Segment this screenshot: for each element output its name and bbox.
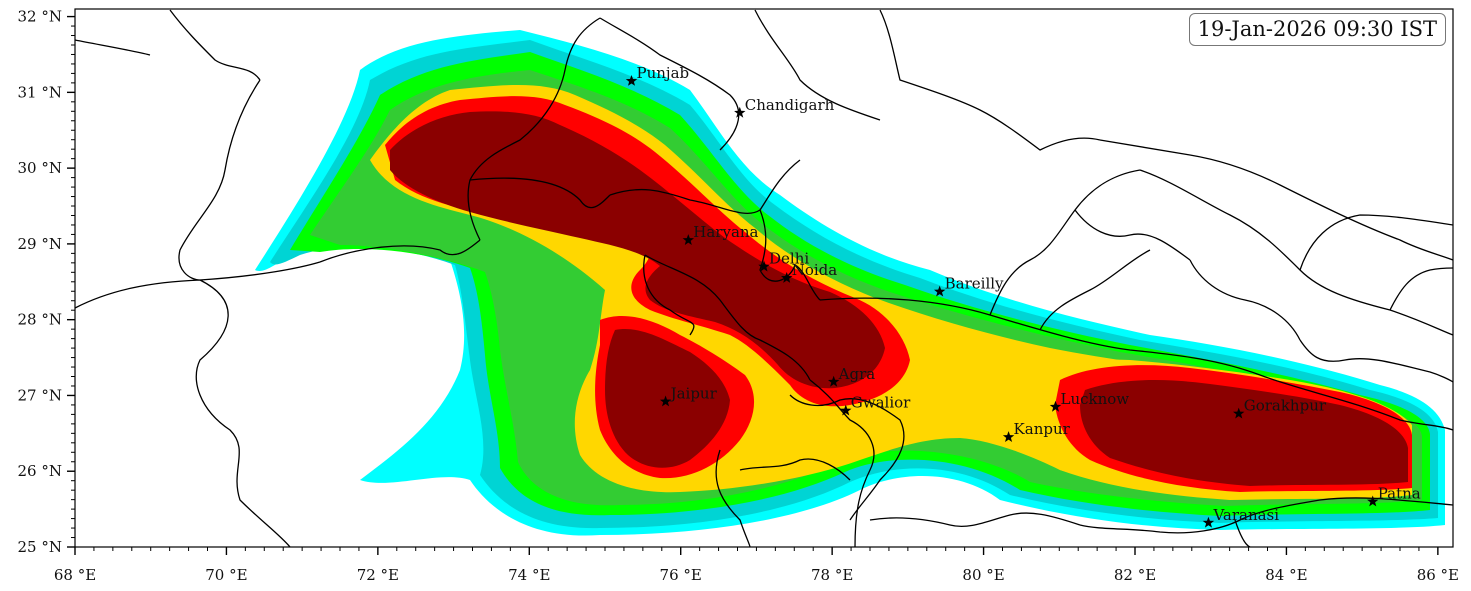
fog-layer-7-2: [605, 329, 730, 468]
city-label-haryana: Haryana: [693, 223, 758, 241]
city-label-kanpur: Kanpur: [1014, 420, 1071, 438]
y-tick-label: 29 °N: [18, 235, 62, 253]
x-tick-label: 86 °E: [1417, 566, 1459, 584]
city-marker-kanpur: [1002, 431, 1015, 442]
city-label-jaipur: Jaipur: [669, 385, 718, 403]
city-marker-gorakhpur: [1233, 407, 1245, 419]
x-tick-label: 74 °E: [508, 566, 550, 584]
y-tick-label: 26 °N: [18, 462, 62, 480]
timestamp-badge: 19-Jan-2026 09:30 IST: [1188, 13, 1446, 46]
city-label-patna: Patna: [1378, 485, 1421, 503]
city-marker-jaipur: [659, 395, 672, 407]
city-marker-haryana: [682, 234, 694, 245]
x-tick-label: 80 °E: [962, 566, 1004, 584]
city-label-gwalior: Gwalior: [851, 394, 911, 412]
city-label-chandigarh: Chandigarh: [745, 96, 835, 114]
city-marker-gwalior: [840, 404, 852, 416]
city-marker-delhi: [758, 260, 770, 272]
state-boundaries: [75, 9, 1453, 547]
fog-layer-7-1: [390, 111, 885, 389]
x-tick-label: 78 °E: [811, 566, 853, 584]
x-tick-label: 76 °E: [660, 566, 702, 584]
city-label-lucknow: Lucknow: [1061, 390, 1130, 408]
city-marker-bareilly: [934, 285, 946, 297]
y-tick-label: 25 °N: [18, 538, 62, 556]
x-tick-label: 72 °E: [357, 566, 399, 584]
city-marker-noida: [781, 272, 793, 283]
x-tick-label: 82 °E: [1114, 566, 1156, 584]
city-marker-varanasi: [1202, 516, 1215, 528]
city-marker-lucknow: [1049, 400, 1062, 412]
timestamp-text: 19-Jan-2026 09:30 IST: [1197, 17, 1437, 41]
axis-ticks: 68 °E 70 °E 72 °E 74 °E 76 °E 78 °E 80 °E 82 °E…: [18, 8, 1459, 584]
city-label-agra: Agra: [838, 365, 876, 383]
city-label-delhi: Delhi: [769, 250, 809, 268]
plot-frame: [74, 8, 1454, 548]
y-tick-label: 28 °N: [18, 311, 62, 329]
city-marker-agra: [828, 375, 840, 387]
city-label-noida: Noida: [792, 261, 838, 279]
y-tick-label: 30 °N: [18, 159, 62, 177]
city-label-punjab: Punjab: [637, 64, 690, 82]
x-tick-label: 84 °E: [1265, 566, 1307, 584]
city-marker-chandigarh: [734, 106, 746, 118]
x-tick-label: 70 °E: [205, 566, 247, 584]
city-marker-patna: [1367, 495, 1379, 507]
x-tick-label: 68 °E: [54, 566, 96, 584]
fog-layer-7-3: [1080, 380, 1408, 486]
y-tick-label: 27 °N: [18, 386, 62, 404]
city-label-bareilly: Bareilly: [945, 275, 1004, 293]
y-tick-label: 31 °N: [18, 83, 62, 101]
fog-coverage: [255, 30, 1445, 536]
city-label-gorakhpur: Gorakhpur: [1244, 397, 1327, 415]
y-tick-label: 32 °N: [18, 8, 62, 26]
city-marker-punjab: [625, 75, 638, 86]
city-label-varanasi: Varanasi: [1212, 506, 1279, 524]
